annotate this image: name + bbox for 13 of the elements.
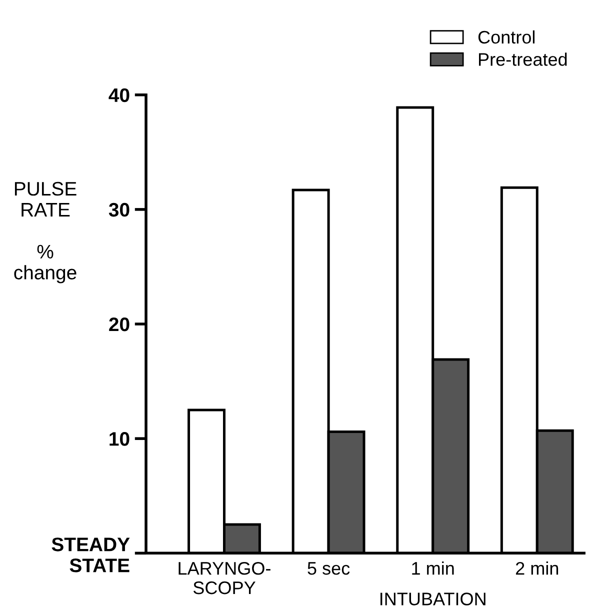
- text: INTUBATION: [380, 592, 486, 606]
- y-tick-label: 30: [108, 202, 130, 217]
- y-tick-label: 20: [109, 317, 130, 332]
- y-tick-label: 40: [108, 88, 130, 102]
- y-tick-label: 10: [110, 432, 130, 446]
- x-tick-label: 1 min: [412, 562, 454, 575]
- legend-label: Pre-treated: [478, 52, 567, 66]
- text: PULSE RATE % change: [14, 182, 76, 284]
- legend-label: Control: [478, 30, 535, 44]
- x-tick-label: 2 min: [516, 562, 558, 575]
- x-tick-label: LARYNGO- SCOPY: [178, 562, 270, 594]
- x-tick-label: 5 sec: [308, 562, 350, 575]
- y-tick-label: STEADY STATE: [52, 538, 130, 572]
